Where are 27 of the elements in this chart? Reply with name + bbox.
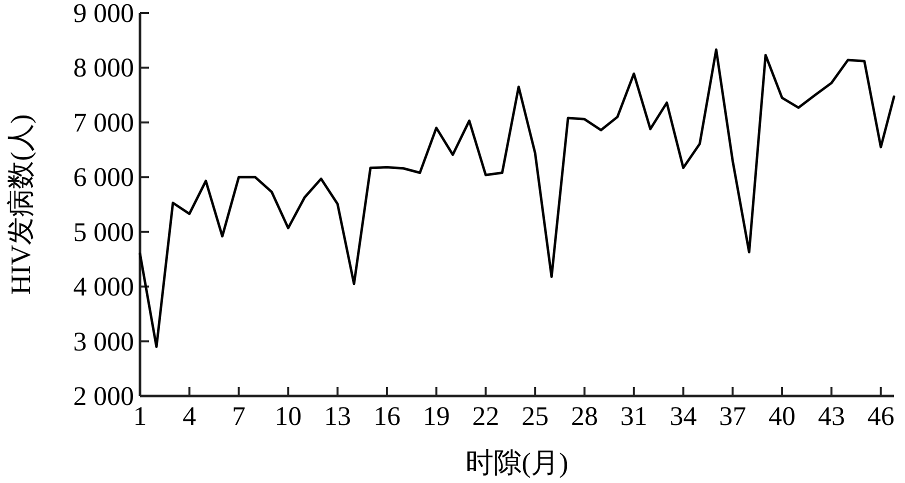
y-tick-label: 5 000 bbox=[73, 216, 134, 247]
x-tick-label: 1 bbox=[133, 401, 147, 431]
x-tick-label: 4 bbox=[182, 401, 197, 431]
x-tick-label: 25 bbox=[522, 401, 549, 431]
y-tick-label: 2 000 bbox=[73, 381, 134, 411]
y-tick-label: 6 000 bbox=[73, 162, 134, 192]
y-tick-label: 9 000 bbox=[73, 0, 134, 28]
x-tick-label: 16 bbox=[373, 401, 400, 431]
x-tick-label: 7 bbox=[232, 401, 246, 431]
x-tick-label: 22 bbox=[472, 401, 500, 431]
y-tick-label: 8 000 bbox=[73, 52, 134, 83]
y-tick-label: 4 000 bbox=[73, 272, 134, 302]
y-tick-label: 7 000 bbox=[73, 107, 134, 138]
line-series bbox=[138, 48, 896, 348]
x-tick-label: 31 bbox=[620, 401, 648, 431]
x-axis-title: 时隙(月) bbox=[466, 448, 568, 479]
y-axis-title: HIV发病数(人) bbox=[6, 114, 37, 295]
x-tick-label: 43 bbox=[818, 401, 845, 431]
x-tick-label: 34 bbox=[670, 401, 698, 431]
x-tick-label: 46 bbox=[867, 401, 894, 431]
x-tick-label: 13 bbox=[324, 401, 352, 431]
y-tick-label: 3 000 bbox=[73, 326, 134, 356]
x-tick-label: 37 bbox=[719, 401, 746, 431]
x-tick-label: 40 bbox=[768, 401, 796, 431]
x-tick-label: 28 bbox=[571, 401, 598, 431]
x-tick-label: 10 bbox=[274, 401, 302, 431]
x-tick-label: 19 bbox=[422, 401, 450, 431]
